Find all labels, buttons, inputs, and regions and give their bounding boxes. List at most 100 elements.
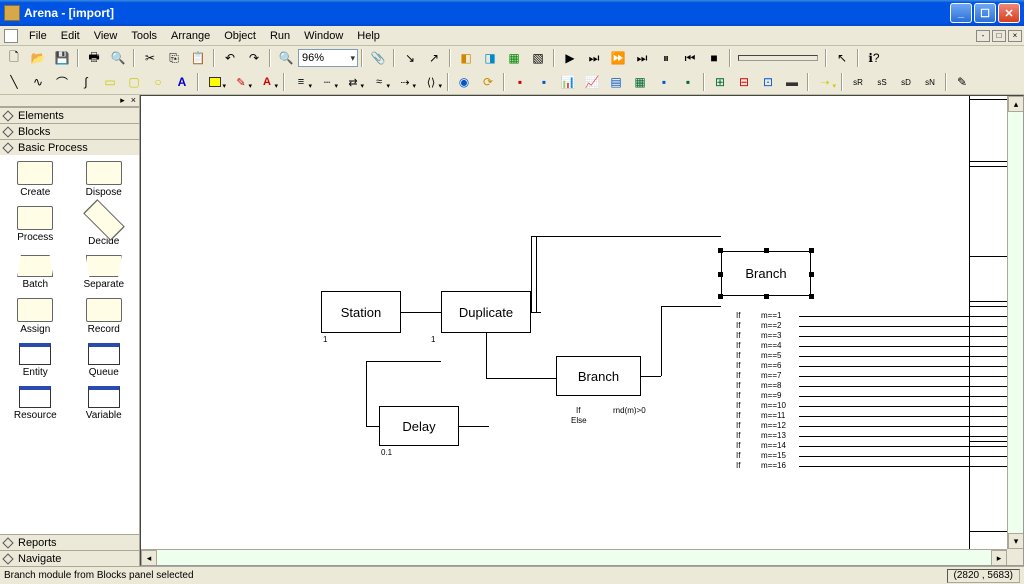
redo-icon[interactable]: ↷ xyxy=(243,48,265,68)
chart-5-icon[interactable]: ▤ xyxy=(605,72,627,92)
mdi-restore[interactable]: □ xyxy=(992,30,1006,42)
panel-close-icon[interactable]: × xyxy=(128,95,139,106)
selection-handle[interactable] xyxy=(718,272,723,277)
line-weight-dropdown[interactable]: ≡ xyxy=(288,72,314,92)
horizontal-scrollbar[interactable]: ◂ ▸ xyxy=(141,549,1007,565)
section-blocks[interactable]: Blocks xyxy=(0,123,139,140)
sr-icon[interactable]: sR xyxy=(847,72,869,92)
scroll-down-icon[interactable]: ▾ xyxy=(1008,533,1024,549)
node-branch1[interactable]: Branch xyxy=(556,356,641,396)
tool-d-icon[interactable]: ▧ xyxy=(527,48,549,68)
selection-handle[interactable] xyxy=(764,294,769,299)
sd-icon[interactable]: sD xyxy=(895,72,917,92)
menu-tools[interactable]: Tools xyxy=(124,28,164,44)
module-batch[interactable]: Batch xyxy=(2,253,69,292)
module-process[interactable]: Process xyxy=(2,204,69,249)
end-icon[interactable]: ⏭ xyxy=(631,48,653,68)
mdi-minimize[interactable]: - xyxy=(976,30,990,42)
text-icon[interactable]: A xyxy=(171,72,193,92)
tool-a-icon[interactable]: ◧ xyxy=(455,48,477,68)
arr-1-icon[interactable]: ⊞ xyxy=(709,72,731,92)
open-icon[interactable]: 📂 xyxy=(27,48,49,68)
module-separate[interactable]: Separate xyxy=(71,253,138,292)
attach-icon[interactable]: 📎 xyxy=(367,48,389,68)
arr-3-icon[interactable]: ⊡ xyxy=(757,72,779,92)
preview-icon[interactable]: 🔍 xyxy=(107,48,129,68)
diagram-canvas[interactable]: Station1Duplicate1Delay0.1BranchBranchIf… xyxy=(141,96,1007,549)
zoom-icon[interactable]: 🔍 xyxy=(275,48,297,68)
module-assign[interactable]: Assign xyxy=(2,296,69,337)
sn-icon[interactable]: sN xyxy=(919,72,941,92)
misc-icon[interactable]: ✎ xyxy=(951,72,973,92)
roundrect-icon[interactable]: ▢ xyxy=(123,72,145,92)
chart-3-icon[interactable]: 📊 xyxy=(557,72,579,92)
menu-arrange[interactable]: Arrange xyxy=(164,28,217,44)
pattern-dropdown[interactable]: ≈ xyxy=(366,72,392,92)
sim-2-icon[interactable]: ⟳ xyxy=(477,72,499,92)
module-variable[interactable]: Variable xyxy=(71,384,138,423)
minimize-button[interactable]: _ xyxy=(950,3,972,23)
node-delay[interactable]: Delay xyxy=(379,406,459,446)
module-record[interactable]: Record xyxy=(71,296,138,337)
module-create[interactable]: Create xyxy=(2,159,69,200)
chart-4-icon[interactable]: 📈 xyxy=(581,72,603,92)
nudge-right-icon[interactable]: ↗ xyxy=(423,48,445,68)
tool-c-icon[interactable]: ▦ xyxy=(503,48,525,68)
scroll-up-icon[interactable]: ▴ xyxy=(1008,96,1024,112)
paste-icon[interactable]: 📋 xyxy=(187,48,209,68)
save-icon[interactable]: 💾 xyxy=(51,48,73,68)
pointer-icon[interactable]: ↖ xyxy=(831,48,853,68)
chart-6-icon[interactable]: ▦ xyxy=(629,72,651,92)
ellipse-icon[interactable]: ○ xyxy=(147,72,169,92)
selection-handle[interactable] xyxy=(764,248,769,253)
vertical-scrollbar[interactable]: ▴ ▾ xyxy=(1007,96,1023,549)
new-icon[interactable]: 🗋 xyxy=(3,48,25,68)
section-elements[interactable]: Elements xyxy=(0,107,139,124)
menu-run[interactable]: Run xyxy=(263,28,297,44)
cut-icon[interactable]: ✂ xyxy=(139,48,161,68)
menu-view[interactable]: View xyxy=(87,28,125,44)
zoom-combo[interactable]: 96% xyxy=(298,49,358,67)
bezier-icon[interactable]: ∫ xyxy=(75,72,97,92)
scroll-right-icon[interactable]: ▸ xyxy=(991,550,1007,566)
stop-icon[interactable]: ■ xyxy=(703,48,725,68)
ff-icon[interactable]: ⏩ xyxy=(607,48,629,68)
panel-detach-icon[interactable]: ▸ xyxy=(117,95,128,106)
arc-icon[interactable]: ⌒ xyxy=(51,72,73,92)
menu-help[interactable]: Help xyxy=(350,28,387,44)
curve-icon[interactable]: ∿ xyxy=(27,72,49,92)
nudge-left-icon[interactable]: ↘ xyxy=(399,48,421,68)
ss-icon[interactable]: sS xyxy=(871,72,893,92)
maximize-button[interactable]: ☐ xyxy=(974,3,996,23)
section-reports[interactable]: Reports xyxy=(0,534,139,551)
selection-handle[interactable] xyxy=(809,248,814,253)
menu-object[interactable]: Object xyxy=(217,28,263,44)
tool-b-icon[interactable]: ◨ xyxy=(479,48,501,68)
menu-window[interactable]: Window xyxy=(297,28,350,44)
node-branch2[interactable]: Branch xyxy=(721,251,811,296)
chart-7-icon[interactable]: ▪ xyxy=(653,72,675,92)
font-color-dropdown[interactable]: A xyxy=(254,72,280,92)
menu-edit[interactable]: Edit xyxy=(54,28,87,44)
node-duplicate[interactable]: Duplicate xyxy=(441,291,531,333)
chart-1-icon[interactable]: ▪ xyxy=(509,72,531,92)
selection-handle[interactable] xyxy=(809,272,814,277)
arrow-dropdown[interactable]: ⇢ xyxy=(392,72,418,92)
selection-handle[interactable] xyxy=(718,248,723,253)
arr-4-icon[interactable]: ▬ xyxy=(781,72,803,92)
section-basic-process[interactable]: Basic Process xyxy=(0,139,139,156)
module-entity[interactable]: Entity xyxy=(2,341,69,380)
chart-8-icon[interactable]: ▪ xyxy=(677,72,699,92)
line-color-dropdown[interactable]: ✎ xyxy=(228,72,254,92)
fill-color-dropdown[interactable] xyxy=(202,72,228,92)
mdi-close[interactable]: × xyxy=(1008,30,1022,42)
arr-2-icon[interactable]: ⊟ xyxy=(733,72,755,92)
close-button[interactable]: ✕ xyxy=(998,3,1020,23)
depth-dropdown[interactable]: ⟨⟩ xyxy=(418,72,444,92)
sim-1-icon[interactable]: ◉ xyxy=(453,72,475,92)
speed-slider[interactable] xyxy=(738,55,818,61)
module-resource[interactable]: Resource xyxy=(2,384,69,423)
rewind-icon[interactable]: ⏮ xyxy=(679,48,701,68)
pause-icon[interactable]: ⏸ xyxy=(655,48,677,68)
step-icon[interactable]: ⏭ xyxy=(583,48,605,68)
